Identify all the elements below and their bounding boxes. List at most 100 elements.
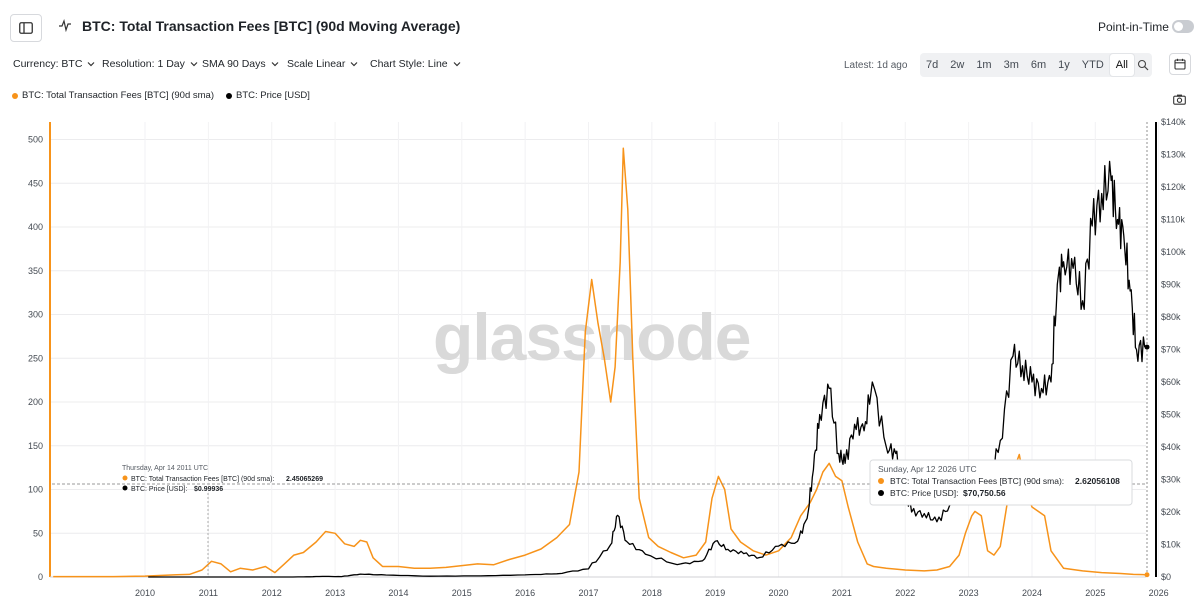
hover-point-price (1144, 344, 1150, 350)
range-6m[interactable]: 6m (1030, 59, 1047, 71)
currency-dropdown[interactable]: Currency: BTC (13, 58, 96, 70)
y-right-tick-label: $140k (1161, 117, 1186, 127)
tooltip-left-fee-dot (122, 475, 128, 481)
x-tick-label: 2021 (832, 588, 852, 598)
y-right-tick-label: $60k (1161, 377, 1181, 387)
tooltip-left-fee-value: 2.45065269 (286, 476, 323, 483)
y-left-tick-label: 450 (28, 178, 43, 188)
x-tick-label: 2026 (1149, 588, 1169, 598)
chevron-down-icon (350, 62, 358, 67)
tooltip-right: Sunday, Apr 12 2026 UTC BTC: Total Trans… (869, 459, 1133, 506)
y-left-tick-label: 350 (28, 266, 43, 276)
x-tick-label: 2024 (1022, 588, 1042, 598)
calendar-button[interactable] (1169, 53, 1191, 75)
zoom-search-icon (1137, 59, 1149, 71)
sma-dropdown-label: SMA 90 Days (202, 58, 266, 70)
y-right-tick-label: $50k (1161, 410, 1181, 420)
legend-dot-fees (12, 92, 18, 99)
tooltip-right-date: Sunday, Apr 12 2026 UTC (878, 464, 977, 474)
chevron-down-icon (190, 62, 198, 67)
y-axis-left: 0 50 100 150 200 250 300 350 400 450 500 (28, 122, 51, 582)
y-right-tick-label: $30k (1161, 475, 1181, 485)
y-left-tick-label: 250 (28, 353, 43, 363)
tooltip-right-price-value: $70,750.56 (963, 488, 1006, 498)
range-7d[interactable]: 7d (926, 59, 939, 71)
range-ytd[interactable]: YTD (1081, 59, 1104, 71)
x-tick-label: 2014 (388, 588, 408, 598)
range-1y[interactable]: 1y (1058, 59, 1070, 71)
x-tick-label: 2018 (642, 588, 662, 598)
chart-style-dropdown-label: Chart Style: Line (370, 58, 448, 70)
y-right-tick-label: $90k (1161, 280, 1181, 290)
range-1m[interactable]: 1m (976, 59, 992, 71)
time-range-selector: 7d 2w 1m 3m 6m 1y YTD All (920, 53, 1153, 77)
x-tick-label: 2016 (515, 588, 535, 598)
fees-series-line (53, 147, 1145, 578)
scale-dropdown-label: Scale Linear (287, 58, 346, 70)
legend-item-fees[interactable]: BTC: Total Transaction Fees [BTC] (90d s… (12, 90, 214, 101)
legend-dot-price (226, 92, 233, 99)
range-all[interactable]: All (1109, 54, 1135, 76)
point-in-time-label: Point-in-Time (1098, 20, 1169, 34)
chart-controls: Currency: BTC Resolution: 1 Day SMA 90 D… (0, 52, 1199, 78)
sidebar-toggle-button[interactable] (10, 14, 42, 42)
x-tick-label: 2015 (452, 588, 472, 598)
line-chart-icon (59, 18, 71, 32)
y-right-tick-label: $20k (1161, 507, 1181, 517)
x-tick-label: 2010 (135, 588, 155, 598)
tooltip-right-price-dot (878, 490, 884, 496)
chart-legend: BTC: Total Transaction Fees [BTC] (90d s… (12, 90, 310, 101)
y-right-tick-label: $70k (1161, 345, 1181, 355)
y-left-tick-label: 300 (28, 310, 43, 320)
x-tick-label: 2023 (959, 588, 979, 598)
range-3m[interactable]: 3m (1003, 59, 1019, 71)
y-right-tick-label: $80k (1161, 312, 1181, 322)
tooltip-left-date: Thursday, Apr 14 2011 UTC (122, 465, 208, 472)
screenshot-button[interactable] (1169, 90, 1189, 108)
x-tick-label: 2019 (705, 588, 725, 598)
y-left-tick-label: 500 (28, 135, 43, 145)
sma-dropdown[interactable]: SMA 90 Days (202, 58, 280, 70)
currency-dropdown-label: Currency: BTC (13, 58, 83, 70)
legend-label-fees: BTC: Total Transaction Fees [BTC] (90d s… (22, 90, 215, 101)
y-right-tick-label: $110k (1161, 215, 1185, 225)
tooltip-right-fee-value: 2.62056108 (1075, 476, 1120, 486)
chevron-down-icon (271, 62, 279, 67)
legend-label-price: BTC: Price [USD] (236, 90, 310, 101)
chevron-down-icon (88, 62, 95, 67)
resolution-dropdown-label: Resolution: 1 Day (102, 58, 185, 70)
y-right-tick-label: $100k (1161, 247, 1186, 257)
zoom-range-button[interactable] (1134, 54, 1152, 76)
camera-icon (1172, 94, 1186, 105)
range-2w[interactable]: 2w (950, 59, 965, 71)
y-left-tick-label: 100 (28, 485, 43, 495)
y-left-tick-label: 200 (28, 397, 43, 407)
scale-dropdown[interactable]: Scale Linear (287, 58, 359, 70)
tooltip-right-price-label: BTC: Price [USD]: (890, 488, 958, 498)
y-right-tick-label: $130k (1161, 150, 1186, 160)
series-group (53, 147, 1146, 578)
x-tick-label: 2020 (769, 588, 789, 598)
header-bar: BTC: Total Transaction Fees [BTC] (90d M… (0, 0, 1199, 52)
calendar-icon (1174, 58, 1186, 70)
legend-item-price[interactable]: BTC: Price [USD] (226, 90, 310, 101)
x-tick-label: 2025 (1085, 588, 1105, 598)
y-left-tick-label: 0 (38, 572, 43, 582)
latest-update-label: Latest: 1d ago (844, 60, 908, 71)
y-left-tick-label: 150 (28, 441, 43, 451)
y-right-tick-label: $0 (1161, 572, 1171, 582)
x-tick-label: 2013 (325, 588, 345, 598)
resolution-dropdown[interactable]: Resolution: 1 Day (102, 58, 199, 70)
sidebar-icon (19, 22, 33, 34)
tooltip-right-box (869, 459, 1133, 506)
y-left-tick-label: 50 (33, 528, 43, 538)
tooltip-left-price-dot (122, 485, 128, 491)
point-in-time-toggle[interactable] (1172, 20, 1194, 33)
y-right-tick-label: $120k (1161, 182, 1186, 192)
hover-point-fees (1144, 572, 1150, 578)
chart-style-dropdown[interactable]: Chart Style: Line (370, 58, 462, 70)
watermark: glassnode (433, 300, 750, 374)
y-left-tick-label: 400 (28, 222, 43, 232)
tooltip-left: Thursday, Apr 14 2011 UTC BTC: Total Tra… (122, 465, 323, 493)
